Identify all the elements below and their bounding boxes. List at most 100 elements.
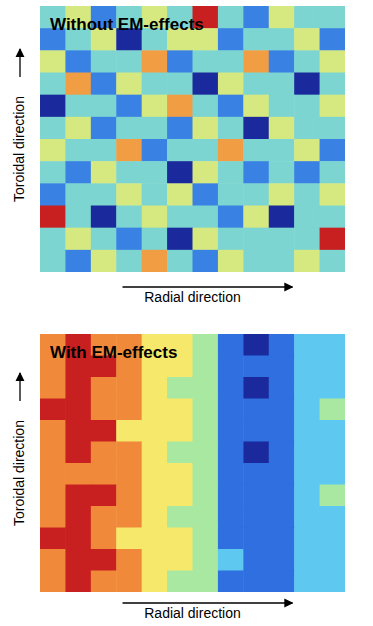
heatmap-cell: [243, 528, 269, 550]
heatmap-cell: [167, 139, 193, 162]
heatmap-cell: [91, 139, 117, 162]
heatmap-cell: [142, 161, 168, 184]
heatmap-cell: [65, 161, 91, 184]
heatmap-cell: [142, 549, 168, 571]
heatmap-cell: [65, 571, 91, 593]
heatmap-cell: [65, 206, 91, 229]
heatmap-cell: [91, 73, 117, 96]
heatmap-cell: [40, 528, 66, 550]
heatmap-cell: [193, 485, 219, 507]
y-direction-arrow: [19, 373, 20, 401]
heatmap-cell: [218, 117, 244, 140]
heatmap-cell: [167, 528, 193, 550]
heatmap-cell: [218, 139, 244, 162]
heatmap-cell: [243, 117, 269, 140]
heatmap-cell: [65, 95, 91, 118]
heatmap-cell: [142, 117, 168, 140]
heatmap-cell: [269, 506, 295, 528]
heatmap-cell: [116, 463, 142, 485]
heatmap-cell: [243, 571, 269, 593]
heatmap-cell: [65, 183, 91, 206]
heatmap-cell: [142, 377, 168, 399]
heatmap-cell: [167, 206, 193, 229]
heatmap-cell: [294, 377, 320, 399]
heatmap-cell: [193, 73, 219, 96]
heatmap-cell: [116, 420, 142, 442]
heatmap-cell: [116, 161, 142, 184]
heatmap-cell: [91, 117, 117, 140]
heatmap-cell: [243, 356, 269, 378]
heatmap-cell: [65, 506, 91, 528]
heatmap-cell: [193, 117, 219, 140]
heatmap-cell: [294, 206, 320, 229]
heatmap-cell: [294, 228, 320, 251]
heatmap-cell: [243, 139, 269, 162]
heatmap-cell: [142, 463, 168, 485]
heatmap-cell: [142, 420, 168, 442]
heatmap-cell: [218, 228, 244, 251]
heatmap-cell: [218, 250, 244, 272]
heatmap-cell: [294, 334, 320, 356]
heatmap-cell: [218, 183, 244, 206]
heatmap-cell: [218, 485, 244, 507]
heatmap-cell: [269, 442, 295, 464]
heatmap-cell: [91, 528, 117, 550]
heatmap-cell: [320, 6, 345, 29]
heatmap-cell: [116, 95, 142, 118]
heatmap-cell: [218, 161, 244, 184]
heatmap-cell: [294, 528, 320, 550]
heatmap-cell: [218, 206, 244, 229]
heatmap-cell: [65, 377, 91, 399]
heatmap-cell: [142, 95, 168, 118]
heatmap-cell: [320, 399, 345, 421]
heatmap-cell: [40, 463, 66, 485]
heatmap-cell: [142, 506, 168, 528]
heatmap-cells: [40, 6, 345, 272]
heatmap-cell: [218, 420, 244, 442]
heatmap-cell: [320, 28, 345, 51]
heatmap-cell: [65, 50, 91, 73]
heatmap-cell: [320, 206, 345, 229]
heatmap-cell: [65, 485, 91, 507]
heatmap-cell: [167, 117, 193, 140]
heatmap-cell: [142, 206, 168, 229]
heatmap-cell: [91, 206, 117, 229]
heatmap-cell: [116, 485, 142, 507]
heatmap-cell: [91, 250, 117, 272]
heatmap-cell: [269, 206, 295, 229]
heatmap-cell: [142, 399, 168, 421]
heatmap-cell: [320, 549, 345, 571]
heatmap-cell: [116, 377, 142, 399]
heatmap-cell: [320, 334, 345, 356]
heatmap-cell: [40, 117, 66, 140]
heatmap-cell: [40, 228, 66, 251]
heatmap-cell: [294, 161, 320, 184]
heatmap-cell: [294, 485, 320, 507]
heatmap-cell: [40, 485, 66, 507]
heatmap-cell: [218, 399, 244, 421]
heatmap-cell: [91, 549, 117, 571]
heatmap-cell: [243, 250, 269, 272]
heatmap-cell: [243, 73, 269, 96]
panel-title: Without EM-effects: [50, 15, 204, 34]
heatmap-cell: [167, 399, 193, 421]
heatmap-cell: [91, 485, 117, 507]
heatmap-cell: [320, 571, 345, 593]
heatmap-cell: [116, 183, 142, 206]
heatmap-cell: [320, 506, 345, 528]
heatmap-cell: [167, 50, 193, 73]
heatmap-cell: [269, 399, 295, 421]
heatmap-cell: [218, 95, 244, 118]
heatmap-cell: [320, 485, 345, 507]
heatmap-cell: [269, 334, 295, 356]
heatmap-cell: [269, 183, 295, 206]
heatmap-cell: [40, 50, 66, 73]
heatmap-cell: [243, 161, 269, 184]
heatmap-cell: [142, 183, 168, 206]
heatmap-cell: [294, 506, 320, 528]
heatmap-cell: [193, 356, 219, 378]
heatmap-cell: [91, 506, 117, 528]
heatmap-cell: [65, 528, 91, 550]
heatmap-cell: [116, 399, 142, 421]
heatmap-cell: [167, 73, 193, 96]
